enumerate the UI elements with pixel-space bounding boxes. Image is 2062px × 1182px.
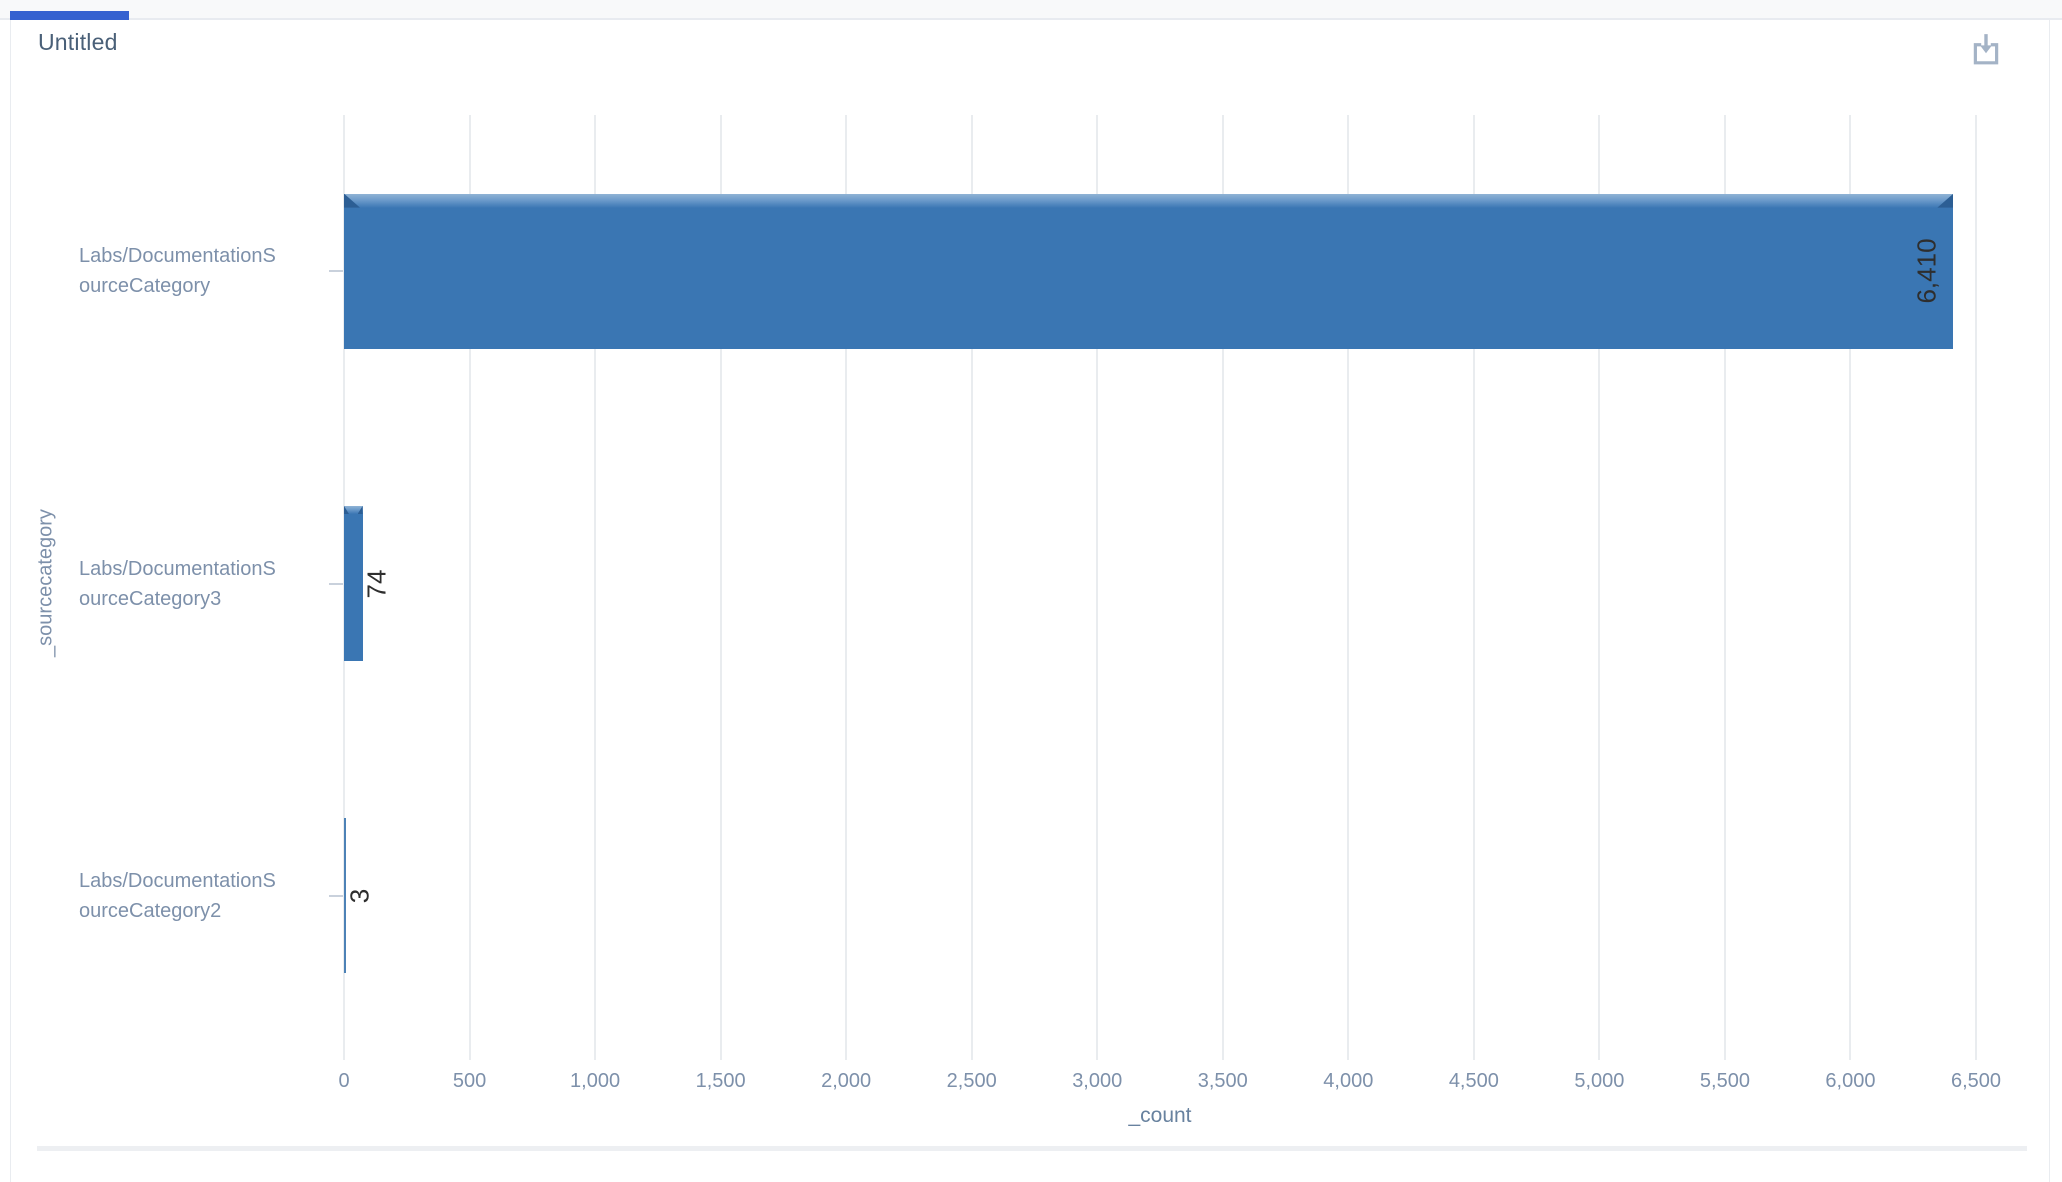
- bar-chart: _sourcecategory _count 0 500 1,000 1,500 2,0…: [11, 20, 2051, 1182]
- gridline: [1598, 115, 1601, 1052]
- x-axis-tick: [1849, 1052, 1852, 1060]
- x-tick-label: 0: [338, 1070, 350, 1092]
- bar-bevel-corner: [357, 506, 363, 514]
- x-tick-label: 1,000: [570, 1070, 621, 1092]
- bar-value-label: 6,410: [1911, 238, 1942, 304]
- gridline: [719, 115, 722, 1052]
- gridline: [1975, 115, 1977, 1052]
- x-tick-label: 2,000: [821, 1070, 872, 1092]
- bar-bevel-corner: [344, 506, 349, 514]
- x-axis-tick: [468, 1052, 471, 1060]
- x-tick-label: 5,500: [1699, 1070, 1750, 1092]
- bar[interactable]: [344, 506, 363, 661]
- y-axis-tick: [329, 270, 343, 273]
- y-axis-tick: [329, 894, 343, 897]
- gridline: [845, 115, 848, 1052]
- gridline: [468, 115, 471, 1052]
- bar[interactable]: [344, 193, 1954, 349]
- x-axis-title: _count: [1128, 1104, 1192, 1127]
- x-axis-tick: [343, 1052, 345, 1060]
- x-axis-tick: [1472, 1052, 1475, 1060]
- x-tick-label: 500: [452, 1070, 487, 1092]
- x-axis-tick: [1347, 1052, 1350, 1060]
- top-tab-strip: [0, 0, 2062, 20]
- bar-value-label: 74: [361, 569, 392, 598]
- bar-value-label: 3: [344, 888, 375, 904]
- gridline: [1347, 115, 1350, 1052]
- gridline: [970, 115, 973, 1052]
- chart-panel: Untitled _sourcecategory _count 0 500 1,00…: [10, 20, 2050, 1182]
- x-axis-tick: [1975, 1052, 1977, 1060]
- gridline: [1221, 115, 1224, 1052]
- bar-bevel-highlight: [344, 506, 363, 514]
- x-axis-tick: [1096, 1052, 1099, 1060]
- gridline: [1472, 115, 1475, 1052]
- x-axis-tick: [1723, 1052, 1726, 1060]
- active-tab-indicator[interactable]: [10, 11, 129, 20]
- download-icon: [1973, 34, 1999, 65]
- x-tick-label: 4,500: [1448, 1070, 1499, 1092]
- x-tick-label: 2,500: [946, 1070, 997, 1092]
- gridline: [1096, 115, 1099, 1052]
- x-tick-label: 6,000: [1825, 1070, 1876, 1092]
- x-axis-tick: [845, 1052, 848, 1060]
- x-tick-label: 4,000: [1323, 1070, 1374, 1092]
- gridline: [1723, 115, 1726, 1052]
- x-tick-label: 3,500: [1197, 1070, 1248, 1092]
- y-axis-title: _sourcecategory: [34, 509, 57, 657]
- x-tick-label: 1,500: [695, 1070, 746, 1092]
- category-label: Labs/DocumentationS ourceCategory3: [79, 557, 276, 610]
- x-tick-label: 6,500: [1950, 1070, 2002, 1092]
- gridline: [594, 115, 597, 1052]
- download-button[interactable]: [1966, 28, 2006, 70]
- category-label: Labs/DocumentationS ourceCategory: [79, 245, 276, 298]
- x-axis-tick: [1221, 1052, 1224, 1060]
- y-axis-tick: [329, 582, 343, 585]
- bar: [344, 818, 346, 974]
- bar-bevel-highlight: [344, 193, 1954, 208]
- x-axis-tick: [970, 1052, 973, 1060]
- category-label: Labs/DocumentationS ourceCategory2: [79, 869, 276, 922]
- x-tick-label: 5,000: [1574, 1070, 1625, 1092]
- panel-title: Untitled: [38, 29, 118, 55]
- x-axis-tick: [594, 1052, 597, 1060]
- x-axis-tick: [719, 1052, 722, 1060]
- gridline: [1849, 115, 1852, 1052]
- x-axis-tick: [1598, 1052, 1601, 1060]
- bottom-divider: [37, 1146, 2027, 1151]
- x-tick-label: 3,000: [1072, 1070, 1123, 1092]
